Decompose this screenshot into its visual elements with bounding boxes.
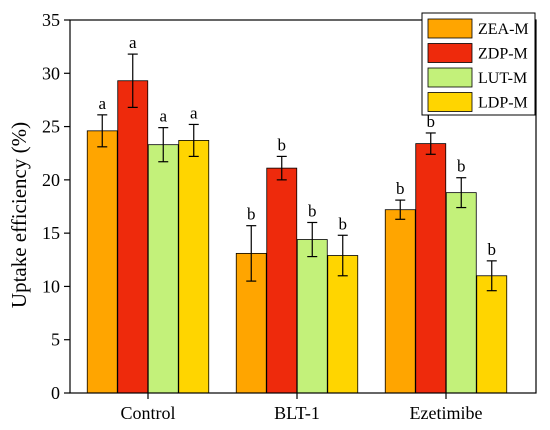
error-bar — [276, 155, 287, 181]
error-bar — [337, 234, 348, 277]
bar-lut-m-control — [147, 144, 179, 394]
significance-label: b — [457, 157, 466, 176]
legend-swatch — [427, 43, 473, 63]
significance-label: a — [159, 107, 167, 126]
x-tick-label: Control — [120, 403, 175, 423]
y-tick-label: 0 — [51, 383, 60, 403]
significance-label: b — [339, 214, 348, 233]
error-bar — [486, 260, 497, 292]
bar-ldp-m-blt-1 — [327, 255, 359, 394]
legend-swatch — [427, 67, 473, 88]
bar-zdp-m-control — [117, 80, 149, 394]
x-tick-label: Ezetimibe — [410, 403, 483, 423]
bar-zdp-m-blt-1 — [266, 167, 298, 394]
bar-ldp-m-control — [178, 140, 210, 394]
significance-label: b — [247, 205, 256, 224]
error-bar — [246, 225, 257, 282]
bar-zdp-m-ezetimibe — [415, 143, 447, 394]
error-bar — [188, 123, 199, 158]
bar-zea-m-ezetimibe — [384, 209, 416, 394]
bar-ldp-m-ezetimibe — [476, 275, 508, 394]
y-tick-label: 30 — [42, 63, 60, 83]
significance-label: a — [190, 103, 198, 122]
error-bar — [127, 53, 138, 108]
bar-lut-m-blt-1 — [296, 239, 328, 394]
y-tick-label: 10 — [42, 276, 60, 296]
y-tick-label: 25 — [42, 117, 60, 137]
legend-label: ZDP-M — [478, 46, 528, 63]
significance-label: b — [278, 135, 287, 154]
y-tick-label: 20 — [42, 170, 60, 190]
error-bar — [425, 132, 436, 155]
significance-label: b — [427, 112, 436, 131]
y-tick-label: 15 — [42, 223, 60, 243]
legend-swatch — [427, 18, 473, 39]
significance-label: b — [396, 179, 405, 198]
legend-label: LDP-M — [478, 95, 528, 112]
error-bar — [456, 177, 467, 209]
error-bar — [97, 114, 108, 148]
y-tick-label: 5 — [51, 330, 60, 350]
x-tick-label: BLT-1 — [274, 403, 320, 423]
significance-label: a — [129, 33, 137, 52]
bars-layer: a a a a b b b b b b b b — [86, 33, 508, 394]
bar-lut-m-ezetimibe — [445, 192, 477, 394]
significance-label: b — [488, 240, 497, 259]
y-axis-title: Uptake efficiency (%) — [7, 122, 31, 308]
axes-layer: 0 5 10 15 20 25 30 35 Control BLT-1 Ezetimibe — [42, 10, 537, 423]
error-bar — [395, 199, 406, 220]
bar-zea-m-control — [86, 130, 118, 394]
error-bar — [158, 127, 169, 163]
significance-label: a — [98, 94, 106, 113]
legend-label: ZEA-M — [478, 21, 529, 38]
significance-label: b — [308, 201, 317, 220]
legend-swatch — [427, 92, 473, 112]
legend-label: LUT-M — [478, 70, 527, 87]
error-bar — [307, 221, 318, 258]
legend: ZEA-M ZDP-M LUT-M LDP-M — [421, 12, 536, 116]
y-tick-label: 35 — [42, 10, 60, 30]
plot-frame — [69, 19, 537, 394]
